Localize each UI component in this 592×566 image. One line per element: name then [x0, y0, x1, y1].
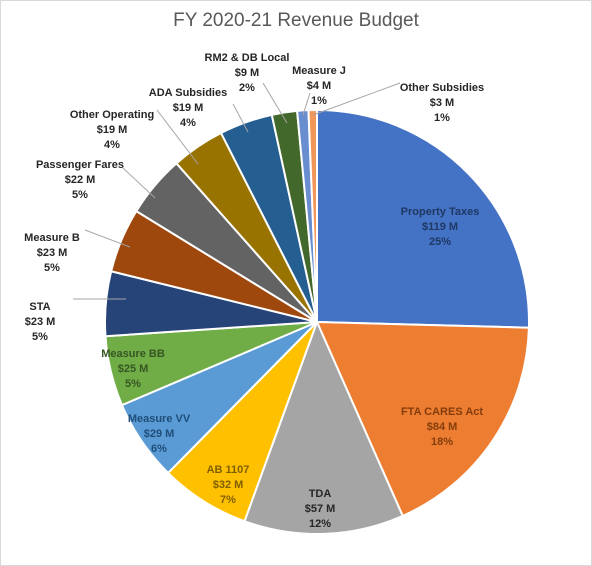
leader-line-measure-b: [84, 229, 131, 248]
data-label-ab-1107: AB 1107 $32 M 7%: [207, 464, 250, 506]
data-label-passenger-fares: Passenger Fares $22 M 5%: [36, 159, 124, 201]
data-label-rm2-and-db-local: RM2 & DB Local $9 M 2%: [205, 52, 290, 94]
data-label-other-operating: Other Operating $19 M 4%: [70, 109, 154, 151]
data-label-measure-j: Measure J $4 M 1%: [292, 65, 346, 107]
leader-line-other-subsidies: [312, 82, 401, 116]
data-label-ada-subsidies: ADA Subsidies $19 M 4%: [149, 87, 227, 129]
data-label-fta-cares-act: FTA CARES Act $84 M 18%: [401, 406, 483, 448]
leader-line-rm2-and-db-local: [262, 82, 288, 124]
data-label-measure-vv: Measure VV $29 M 6%: [128, 413, 191, 455]
pie-slice-property-taxes: [316, 108, 530, 329]
leader-line-measure-j: [302, 92, 311, 116]
chart-title: FY 2020-21 Revenue Budget: [173, 10, 419, 31]
pie-slice-tda: [243, 319, 405, 535]
pie-slice-fta-cares-act: [315, 320, 530, 518]
data-label-measure-bb: Measure BB $25 M 5%: [101, 348, 165, 390]
data-label-tda: TDA $57 M 12%: [305, 488, 336, 530]
leader-line-ada-subsidies: [232, 103, 249, 133]
data-label-sta: STA $23 M 5%: [25, 301, 56, 343]
data-label-other-subsidies: Other Subsidies $3 M 1%: [400, 82, 484, 124]
leader-line-other-operating: [156, 109, 199, 165]
leader-line-passenger-fares: [122, 167, 156, 199]
data-label-measure-b: Measure B $23 M 5%: [24, 232, 80, 274]
data-label-property-taxes: Property Taxes $119 M 25%: [401, 206, 480, 248]
pie-slice-other-subsidies: [307, 108, 318, 323]
